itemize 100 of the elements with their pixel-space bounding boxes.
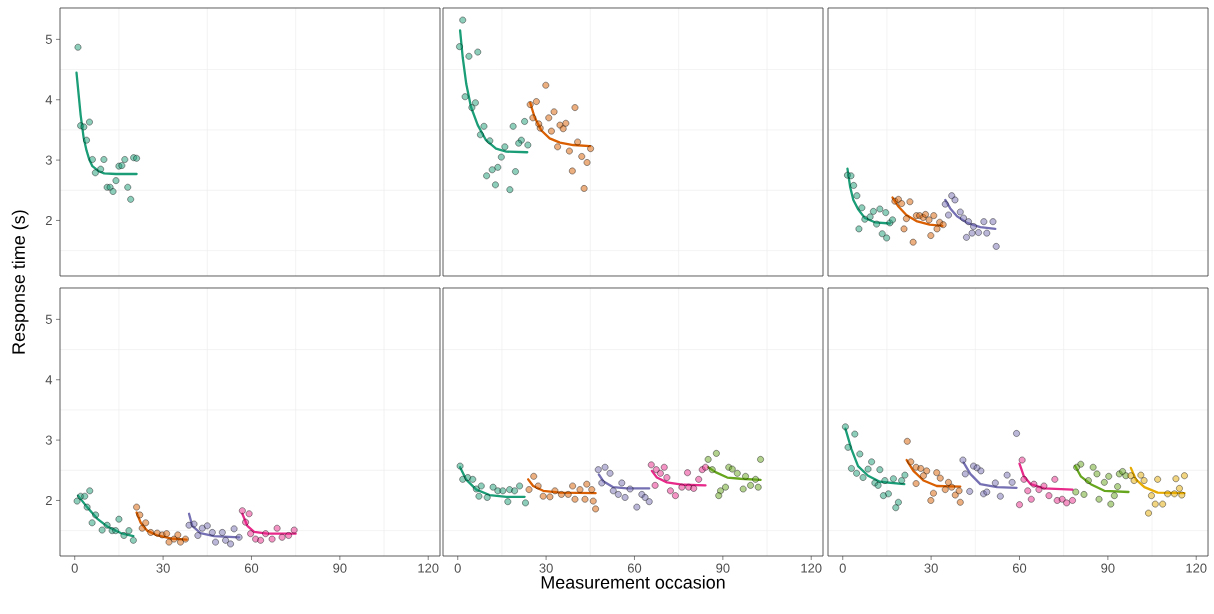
point	[1164, 490, 1171, 498]
point	[614, 491, 622, 498]
point	[956, 208, 964, 216]
point	[86, 118, 93, 126]
point	[569, 482, 576, 490]
point	[1018, 456, 1026, 464]
point	[594, 466, 602, 473]
point	[890, 475, 897, 483]
point	[98, 526, 106, 534]
point	[1016, 501, 1023, 508]
point	[539, 492, 547, 500]
point	[598, 479, 606, 487]
point	[1027, 495, 1035, 503]
point	[587, 145, 594, 152]
point	[889, 216, 896, 224]
x-tick-label: 30	[539, 563, 553, 573]
point	[866, 213, 874, 221]
point	[83, 136, 90, 144]
point	[1085, 477, 1092, 484]
point	[147, 529, 155, 536]
point	[1008, 479, 1016, 486]
point	[589, 497, 597, 505]
point	[663, 474, 671, 481]
point	[285, 532, 292, 539]
point	[1020, 476, 1028, 483]
point	[127, 196, 134, 203]
point	[142, 519, 150, 527]
point	[576, 486, 584, 493]
point	[645, 498, 653, 505]
point	[754, 483, 762, 491]
point	[941, 200, 949, 208]
point	[545, 114, 553, 122]
point	[933, 225, 941, 233]
point	[194, 532, 202, 539]
point	[583, 480, 591, 488]
point	[546, 493, 554, 501]
point	[965, 218, 972, 225]
point	[475, 492, 483, 500]
point	[752, 476, 759, 483]
point	[1058, 495, 1066, 503]
point	[941, 486, 949, 493]
point	[456, 462, 464, 470]
point	[1080, 491, 1088, 498]
point	[230, 525, 238, 533]
point	[1172, 475, 1180, 483]
point	[501, 143, 509, 151]
point	[124, 183, 132, 191]
x-tick-label: 0	[454, 563, 461, 573]
point	[516, 482, 523, 490]
point	[245, 510, 253, 518]
point	[859, 474, 867, 481]
point	[1122, 472, 1130, 480]
point	[571, 495, 579, 503]
point	[983, 488, 991, 496]
point	[903, 438, 911, 445]
point	[601, 463, 609, 471]
point	[1101, 479, 1108, 486]
x-tick-label: 0	[839, 563, 846, 573]
point	[120, 532, 128, 539]
point	[480, 123, 488, 130]
point	[89, 156, 96, 163]
point	[222, 537, 229, 544]
x-tick-label: 30	[924, 563, 938, 573]
point	[923, 467, 930, 475]
point	[848, 465, 855, 472]
point	[536, 124, 544, 132]
point	[963, 234, 970, 241]
point	[876, 205, 884, 213]
line-series	[75, 71, 138, 176]
x-tick-label: 120	[418, 563, 439, 573]
point	[209, 529, 216, 536]
point	[182, 535, 189, 543]
point	[975, 229, 982, 236]
point	[1095, 495, 1103, 503]
point	[136, 511, 144, 519]
point	[936, 474, 944, 482]
point	[1089, 463, 1097, 471]
point	[472, 99, 479, 107]
point	[980, 218, 988, 225]
point	[1181, 472, 1188, 480]
point	[158, 531, 166, 539]
point	[153, 529, 161, 537]
point	[459, 476, 467, 483]
point	[1030, 480, 1038, 488]
point	[844, 444, 852, 451]
point	[100, 156, 108, 163]
point	[511, 487, 518, 495]
point	[917, 465, 925, 472]
point	[227, 540, 234, 548]
point	[920, 472, 927, 480]
point	[478, 482, 485, 490]
point	[871, 479, 879, 487]
point	[906, 198, 914, 206]
point	[989, 218, 997, 225]
point	[997, 492, 1004, 500]
point	[474, 48, 482, 56]
point	[900, 225, 908, 233]
point	[569, 167, 576, 175]
point	[468, 104, 476, 111]
point	[939, 221, 947, 228]
